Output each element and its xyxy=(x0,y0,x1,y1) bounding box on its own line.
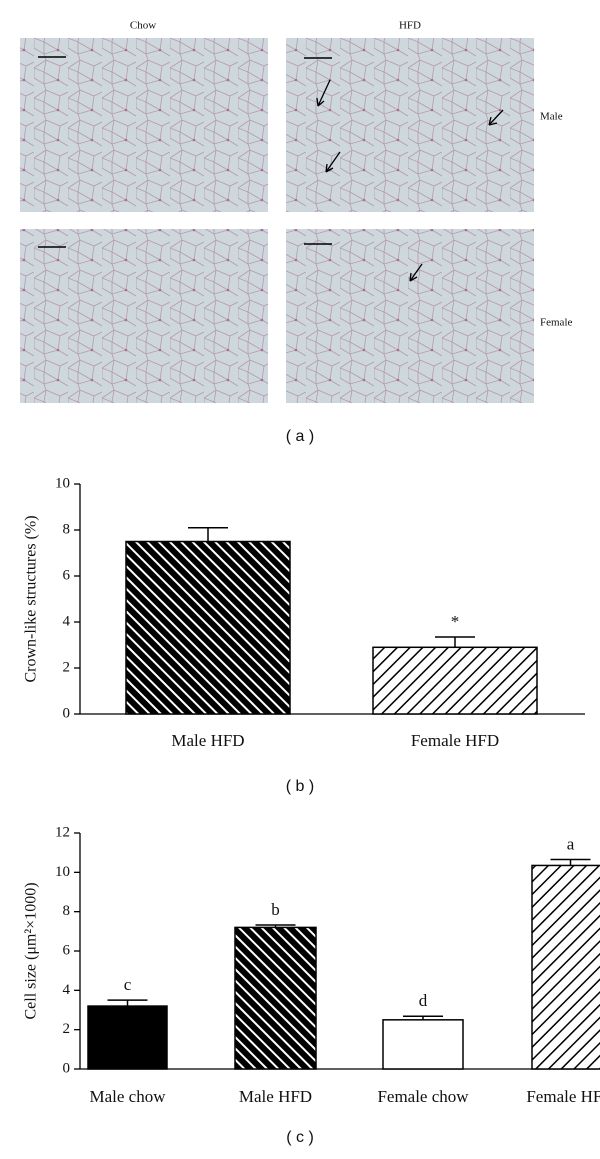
x-tick-label: Female HFD xyxy=(411,731,499,750)
micrograph xyxy=(286,38,534,212)
y-tick-label: 0 xyxy=(63,1060,71,1076)
bar xyxy=(531,864,600,1070)
y-axis-label: Cell size (μm²×1000) xyxy=(23,882,40,1019)
error-bar xyxy=(107,999,148,1007)
y-tick-label: 2 xyxy=(63,1021,71,1037)
x-tick-label: Male HFD xyxy=(171,731,244,750)
x-tick-label: Male chow xyxy=(89,1087,166,1106)
row-label: Female xyxy=(540,317,572,329)
caption: ( a ) xyxy=(286,428,314,445)
micrograph xyxy=(20,229,268,403)
x-tick-label: Male HFD xyxy=(239,1087,312,1106)
annotation: b xyxy=(271,900,280,919)
column-label: HFD xyxy=(399,20,421,32)
x-tick-label: Female chow xyxy=(377,1087,469,1106)
annotation: c xyxy=(124,975,132,994)
arrows xyxy=(316,79,504,282)
error-bar xyxy=(255,924,296,928)
bar xyxy=(87,1005,168,1070)
bar xyxy=(382,1019,464,1070)
y-tick-label: 6 xyxy=(63,567,71,583)
error-bar xyxy=(550,858,591,866)
error-bar xyxy=(403,1015,443,1020)
error-bar xyxy=(188,526,228,542)
y-tick-label: 6 xyxy=(63,942,71,958)
y-axis-label: Crown-like structures (%) xyxy=(23,515,40,682)
bar xyxy=(234,926,317,1070)
micrograph xyxy=(286,229,534,403)
x-tick-label: Female HFD xyxy=(526,1087,600,1106)
bar xyxy=(125,540,291,715)
annotation: d xyxy=(419,991,428,1010)
y-tick-label: 0 xyxy=(63,705,71,721)
y-tick-label: 2 xyxy=(63,659,71,675)
y-tick-label: 4 xyxy=(63,982,71,998)
error-bar xyxy=(435,636,475,648)
y-tick-label: 4 xyxy=(63,613,71,629)
row-label: Male xyxy=(540,111,563,123)
y-tick-label: 10 xyxy=(55,864,70,880)
annotation: a xyxy=(567,834,575,853)
annotation: * xyxy=(451,612,460,631)
y-tick-label: 8 xyxy=(63,903,71,919)
y-tick-label: 10 xyxy=(55,475,70,491)
caption: ( b ) xyxy=(286,778,314,795)
bar xyxy=(372,646,538,715)
y-tick-label: 12 xyxy=(55,824,70,840)
micrograph xyxy=(20,38,268,212)
scale-bars xyxy=(38,56,332,248)
y-tick-label: 8 xyxy=(63,521,71,537)
micrographs: Chow HFD Male Female ( a ) xyxy=(20,20,572,445)
column-label: Chow xyxy=(130,20,156,32)
caption: ( c ) xyxy=(286,1129,314,1146)
